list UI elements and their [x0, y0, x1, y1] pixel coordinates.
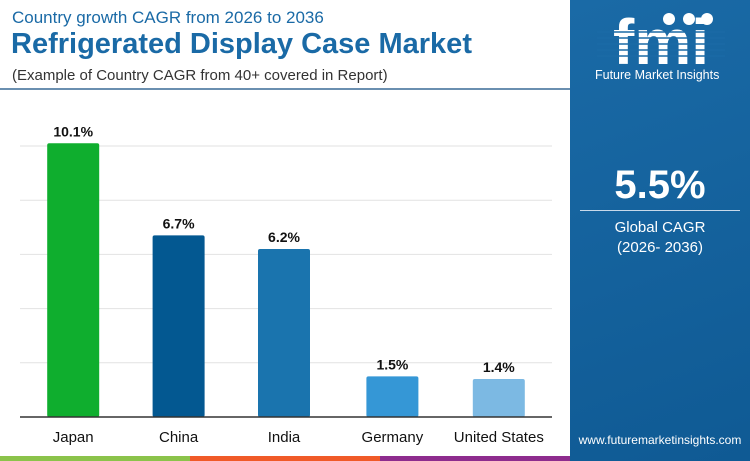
bar-japan	[47, 143, 100, 418]
x-tick-label: Germany	[362, 429, 424, 446]
brand-name: Future Market Insights	[595, 68, 720, 82]
data-label: 6.7%	[163, 215, 195, 231]
chart-subtitle: Country growth CAGR from 2026 to 2036	[12, 8, 324, 27]
stripe-green	[0, 456, 190, 461]
bar-united-states	[472, 379, 525, 417]
data-label: 1.5%	[376, 356, 408, 372]
x-tick-label: United States	[454, 429, 544, 446]
x-tick-label: China	[159, 429, 199, 446]
global-cagr-value: 5.5%	[614, 163, 706, 207]
bar-germany	[366, 376, 419, 417]
bottom-stripe	[0, 456, 570, 461]
bar-china	[152, 235, 205, 417]
x-tick-label: Japan	[53, 429, 94, 446]
global-cagr-label: Global CAGR (2026- 2036)	[570, 218, 750, 258]
header-divider	[0, 88, 570, 90]
x-tick-label: India	[268, 429, 301, 446]
data-label: 6.2%	[268, 229, 300, 245]
bar-india	[258, 248, 310, 417]
data-label: 10.1%	[53, 123, 93, 139]
stripe-purple	[380, 456, 570, 461]
data-label: 1.4%	[483, 359, 515, 375]
fmi-logo: fmi	[597, 10, 725, 68]
cagr-period: (2026- 2036)	[617, 239, 703, 256]
chart-note: (Example of Country CAGR from 40+ covere…	[12, 67, 388, 84]
cagr-divider	[580, 210, 740, 211]
website-link[interactable]: www.futuremarketinsights.com	[578, 433, 742, 447]
side-panel	[570, 0, 750, 461]
stripe-orange	[190, 456, 380, 461]
chart-title: Refrigerated Display Case Market	[11, 28, 472, 60]
bar-chart: 10.1% Japan 6.7% China 6.2% India 1.5% Germany 1…	[20, 123, 552, 446]
cagr-label-text: Global CAGR	[614, 219, 706, 236]
